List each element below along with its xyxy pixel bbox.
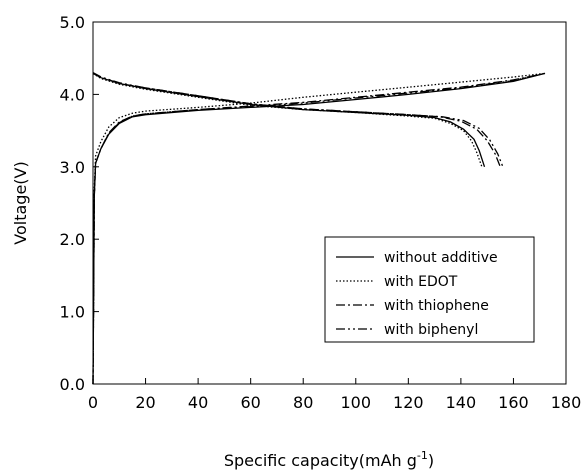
x-axis-title-sup: -1 — [417, 449, 428, 462]
y-tick-label: 4.0 — [60, 85, 85, 104]
x-axis-title-end: ) — [428, 451, 434, 470]
y-tick-label: 1.0 — [60, 303, 85, 322]
series-2-charge-curve — [92, 72, 546, 385]
x-tick-label: 20 — [135, 393, 155, 412]
y-tick-label: 2.0 — [60, 230, 85, 249]
x-tick-label: 80 — [293, 393, 313, 412]
x-tick-label: 100 — [341, 393, 372, 412]
legend-label: with thiophene — [384, 298, 489, 314]
x-tick-label: 140 — [446, 393, 477, 412]
series-4-charge-curve — [92, 72, 546, 385]
legend: without additive with EDOT with thiophene w… — [324, 236, 535, 343]
legend-box — [324, 236, 535, 343]
x-tick-label: 180 — [551, 393, 582, 412]
y-tick-label: 5.0 — [60, 13, 85, 32]
x-tick-label: 60 — [240, 393, 260, 412]
series-2-discharge-curve — [92, 72, 483, 168]
legend-label: with EDOT — [384, 274, 458, 290]
y-tick-label: 3.0 — [60, 158, 85, 177]
x-tick-label: 160 — [498, 393, 529, 412]
y-tick-label: 0.0 — [60, 375, 85, 394]
x-tick-label: 0 — [88, 393, 98, 412]
x-axis-title-main: Specific capacity(mAh g — [224, 451, 417, 470]
series-3-discharge-curve — [92, 72, 501, 168]
curves — [92, 72, 546, 385]
x-tick-label: 40 — [188, 393, 208, 412]
legend-label: with biphenyl — [384, 322, 478, 338]
series-4-discharge-curve — [92, 72, 504, 168]
x-tick-label: 120 — [393, 393, 424, 412]
legend-label: without additive — [384, 250, 498, 266]
x-axis-title: Specific capacity(mAh g-1) — [224, 449, 434, 470]
y-axis-title: Voltage(V) — [11, 161, 30, 244]
axis-ticks: 0 20 40 60 80 100 120 140 160 180 0.0 1.0 2.0 3.0 4.0 5… — [60, 13, 582, 412]
